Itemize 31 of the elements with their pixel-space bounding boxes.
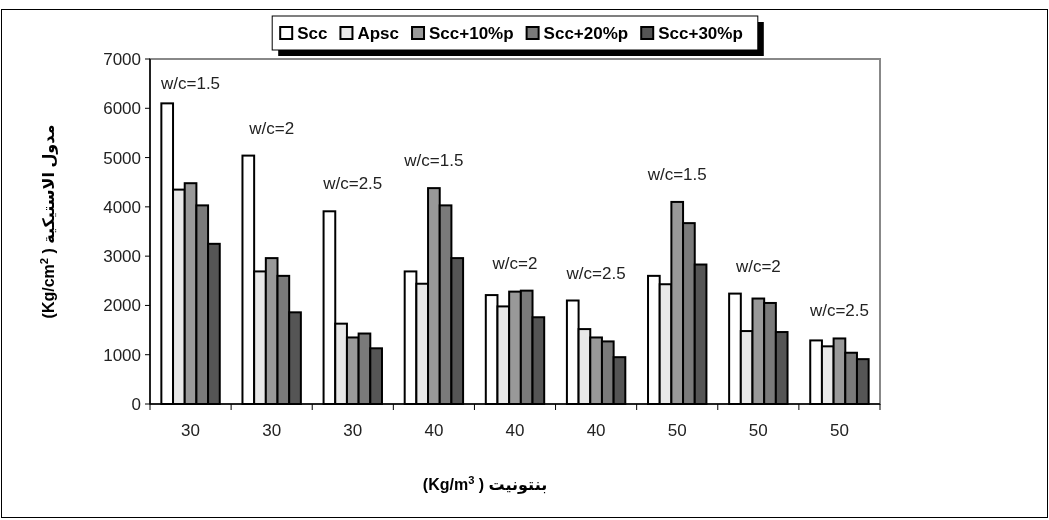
x-tick-label: 30 <box>262 421 282 440</box>
annotation: w/c=2.5 <box>808 301 869 321</box>
x-tick-label: 30 <box>343 421 363 440</box>
annotation: w/c=2.5 <box>322 174 383 194</box>
x-tick-label: 50 <box>667 421 687 440</box>
annotation: w/c=2.5 <box>565 263 626 283</box>
x-tick-label: 40 <box>424 421 444 440</box>
legend-label: Scc+10%p <box>429 24 514 43</box>
x-tick-label: 50 <box>829 421 849 440</box>
y-tick-label: 5000 <box>103 148 141 168</box>
annotation: w/c=1.5 <box>160 74 221 93</box>
y-tick-label: 1000 <box>103 345 141 365</box>
annotation: w/c=2 <box>734 256 781 276</box>
legend-label: Scc <box>297 24 328 43</box>
annotation: w/c=1.5 <box>403 151 464 171</box>
y-tick-label: 3000 <box>103 247 141 267</box>
annotation: w/c=1.5 <box>646 164 707 184</box>
y-tick-label: 4000 <box>103 197 141 217</box>
y-tick-label: 2000 <box>103 296 141 316</box>
y-tick-label: 6000 <box>103 99 141 119</box>
y-tick-label: 7000 <box>103 50 141 69</box>
x-tick-label: 50 <box>748 421 768 440</box>
x-tick-label: 40 <box>505 421 525 440</box>
x-tick-label: 40 <box>586 421 606 440</box>
annotation: w/c=2 <box>248 118 295 138</box>
x-tick-label: 30 <box>181 421 201 440</box>
legend-label: Apsc <box>357 24 400 43</box>
legend-label: Scc+20%p <box>543 24 629 43</box>
legend-label: Scc+30%p <box>658 24 743 43</box>
annotation: w/c=2 <box>491 253 538 273</box>
y-tick-label: 0 <box>131 395 141 414</box>
